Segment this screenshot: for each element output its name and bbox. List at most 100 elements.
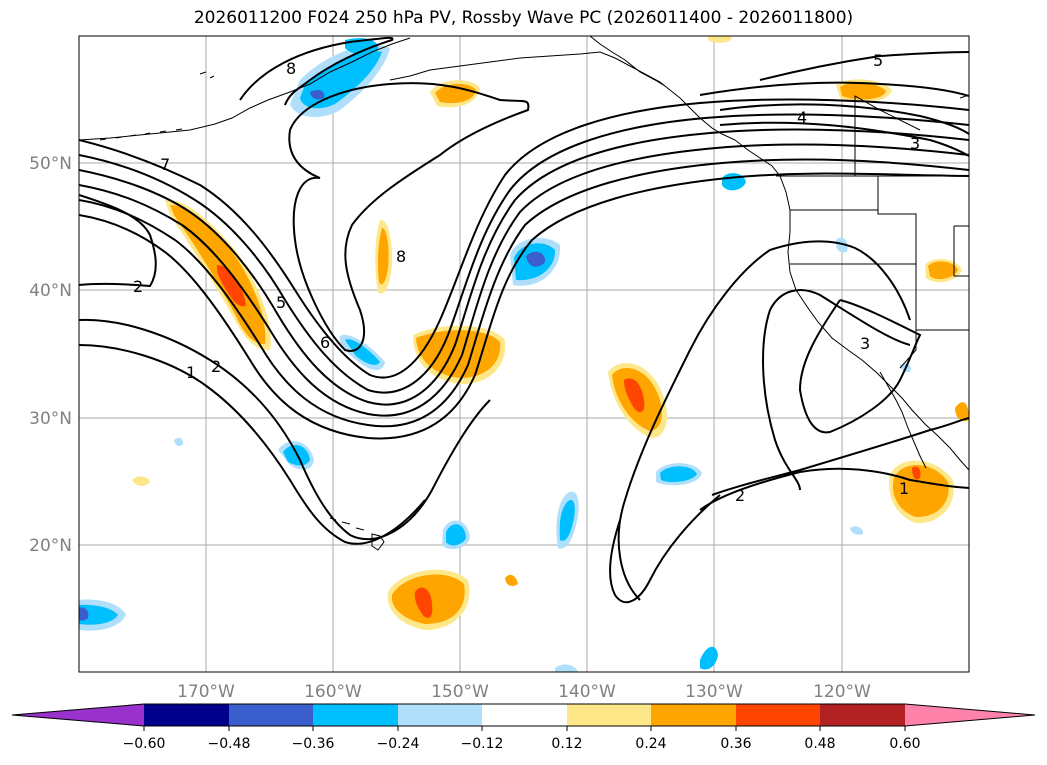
pv-negative-filament-south-core — [559, 499, 575, 541]
contour-east-2 — [711, 417, 969, 496]
pv-negative-spot-mexico — [850, 526, 864, 535]
colorbar-tick-label: 0.48 — [804, 736, 835, 752]
contour-line-2 — [79, 318, 491, 541]
gridlines — [79, 36, 969, 672]
pv-positive-spot-edge — [955, 402, 969, 422]
lon-label: 170°W — [177, 682, 235, 702]
colorbar-tick-label: 0.60 — [889, 736, 920, 752]
contour-line-7 — [79, 113, 969, 394]
pv-positive-canada — [840, 82, 886, 100]
contour-label: 5 — [276, 293, 286, 312]
colorbar-bin — [229, 704, 313, 726]
contour-closed-north — [288, 82, 530, 352]
contour-label: 8 — [286, 59, 296, 78]
pv-positive-rockies — [928, 261, 958, 280]
contour-line-1 — [79, 344, 426, 545]
colorbar-tick-label: 0.36 — [720, 736, 751, 752]
pv-positive-south-core — [414, 587, 433, 618]
colorbar-tick-label: 0.24 — [635, 736, 666, 752]
contour-line-6 — [79, 128, 969, 406]
pv-negative-hawaii-core — [446, 524, 466, 546]
lat-label: 40°N — [29, 281, 72, 301]
contour-label: 2 — [735, 486, 745, 505]
coastlines — [79, 36, 969, 551]
contour-east-1 — [699, 467, 969, 511]
colorbar-bin — [820, 704, 905, 726]
colorbar-tick-label: −0.24 — [377, 736, 420, 752]
contour-label: 2 — [211, 357, 221, 376]
colorbar: −0.60 −0.48 −0.36 −0.24 −0.12 0.12 0.24 … — [11, 703, 1036, 752]
contour-label: 1 — [899, 479, 909, 498]
pv-positive-spot-west — [132, 476, 150, 486]
contour-east-2b — [719, 121, 969, 157]
pv-negative-spot-ca — [835, 237, 848, 253]
pv-negative-spot-edge-west-core — [79, 604, 118, 625]
pv-positive-east-core — [624, 378, 645, 413]
colorbar-extend-min — [12, 704, 144, 726]
contour-west-2 — [79, 194, 157, 288]
colorbar-extend-max — [905, 704, 1035, 726]
lon-label: 140°W — [558, 682, 616, 702]
pv-negative-spot-bottom — [700, 646, 718, 670]
map-frame — [78, 35, 970, 673]
pv-positive-streak — [170, 205, 266, 345]
contour-outer-west — [79, 98, 969, 379]
colorbar-tick-label: −0.36 — [292, 736, 335, 752]
pv-negative-spot-bottom2 — [555, 664, 578, 672]
contour-east-4 — [699, 81, 969, 97]
lon-label: 120°W — [813, 682, 871, 702]
pv-positive-streak-core — [216, 265, 246, 307]
contour-line-5 — [79, 143, 969, 417]
contour-east-5 — [759, 51, 969, 81]
colorbar-tick-label: 0.12 — [551, 736, 582, 752]
lat-label: 30°N — [29, 409, 72, 429]
colorbar-bin — [144, 704, 229, 726]
colorbar-bin — [482, 704, 567, 726]
contour-label: 2 — [133, 277, 143, 296]
contour-label: 4 — [797, 108, 807, 127]
pv-shading — [79, 36, 969, 672]
contour-line-3 — [79, 172, 969, 440]
lat-label: 50°N — [29, 154, 72, 174]
contour-label: 5 — [873, 51, 883, 70]
colorbar-tick-label: −0.48 — [208, 736, 251, 752]
lon-label: 160°W — [304, 682, 362, 702]
contour-label: 7 — [160, 155, 170, 174]
pv-negative-gulf-alaska-spot — [310, 90, 325, 100]
map-title: 2026011200 F024 250 hPa PV, Rossby Wave … — [193, 8, 854, 28]
contour-labels: 8 7 5 4 3 2 1 2 5 6 8 3 2 1 — [133, 51, 920, 505]
pv-positive-spot-top — [708, 36, 732, 43]
colorbar-bin — [736, 704, 820, 726]
pv-negative-spot-edge-west-center — [79, 607, 89, 621]
contour-closed-8 — [239, 36, 394, 106]
pc-contours — [79, 36, 969, 604]
contour-label: 6 — [320, 333, 330, 352]
pv-positive-spot-small — [505, 574, 518, 586]
colorbar-tick-label: −0.60 — [123, 736, 166, 752]
contour-east-3b — [719, 103, 969, 135]
contour-label: 3 — [860, 334, 870, 353]
map-area — [79, 36, 969, 672]
lat-labels: 50°N 40°N 30°N 20°N — [29, 154, 72, 556]
contour-label: 3 — [910, 134, 920, 153]
pv-negative-east-center — [526, 251, 546, 267]
colorbar-bin — [313, 704, 398, 726]
lon-label: 150°W — [431, 682, 489, 702]
pv-positive-central — [416, 330, 501, 378]
contour-east-3 — [798, 299, 922, 434]
pv-positive-filament-core — [378, 228, 389, 285]
pv-negative-trough-core — [345, 339, 380, 365]
lon-label: 130°W — [685, 682, 743, 702]
lon-labels: 170°W 160°W 150°W 140°W 130°W 120°W — [177, 682, 871, 702]
pv-negative-spot-sw — [174, 437, 184, 447]
colorbar-tick-label: −0.12 — [461, 736, 504, 752]
colorbar-bin — [651, 704, 736, 726]
contour-east-closed — [762, 289, 911, 491]
colorbar-bin — [567, 704, 651, 726]
lat-label: 20°N — [29, 536, 72, 556]
pv-negative-subtrop-core — [660, 466, 697, 482]
contour-line-4 — [79, 158, 969, 428]
contour-label: 1 — [186, 363, 196, 382]
pv-positive-mexico-core — [912, 466, 921, 480]
